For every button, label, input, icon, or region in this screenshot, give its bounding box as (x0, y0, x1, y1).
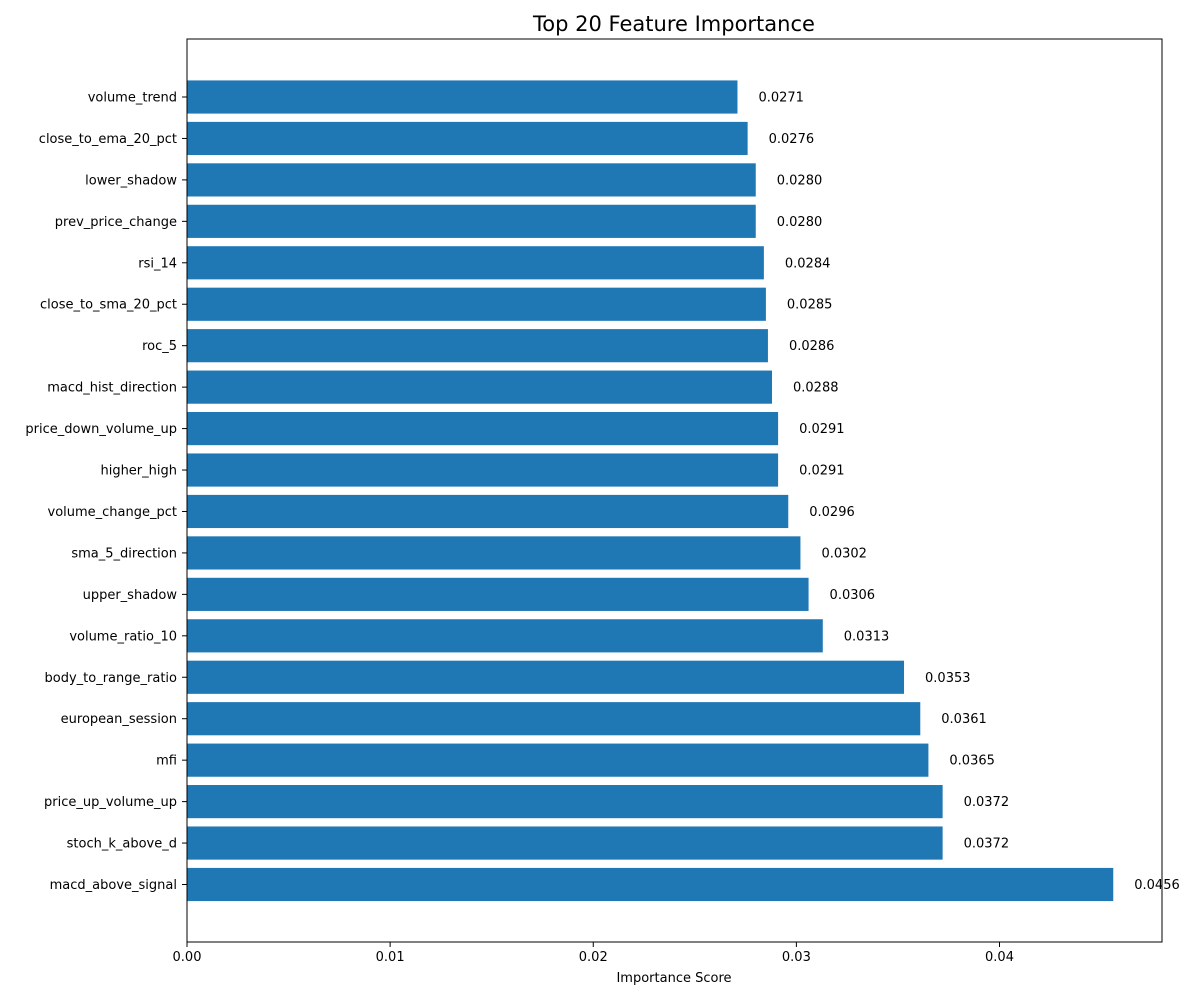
bar-close-to-ema-20-pct (187, 121, 748, 156)
value-label-lower-shadow: 0.0280 (777, 173, 823, 188)
x-axis-label: Importance Score (616, 971, 731, 986)
bar-macd-above-signal (187, 867, 1114, 902)
plot-frame (186, 38, 1163, 943)
bar-volume-trend (187, 80, 738, 114)
y-tick-label-close-to-sma-20-pct: close_to_sma_20_pct (40, 298, 177, 313)
bar-stoch-k-above-d (187, 826, 943, 860)
bar-close-to-sma-20-pct (187, 287, 766, 321)
bar-price-down-volume-up (187, 412, 779, 446)
value-label-prev-price-change: 0.0280 (777, 215, 823, 230)
value-label-close-to-ema-20-pct: 0.0276 (769, 132, 815, 147)
value-label-price-down-volume-up: 0.0291 (799, 422, 845, 437)
value-label-macd-hist-direction: 0.0288 (793, 381, 839, 396)
y-axis: volume_trend close_to_ema_20_pct lower_sha… (25, 91, 187, 893)
bar-body-to-range-ratio (187, 660, 905, 694)
value-label-higher-high: 0.0291 (799, 464, 845, 479)
y-tick-label-roc-5: roc_5 (142, 339, 177, 354)
y-tick-label-lower-shadow: lower_shadow (85, 173, 177, 188)
x-tick-label-1: 0.01 (376, 950, 405, 965)
bar-upper-shadow (187, 577, 809, 611)
x-tick-label-4: 0.04 (985, 950, 1014, 965)
y-tick-label-stoch-k-above-d: stoch_k_above_d (67, 837, 177, 852)
y-tick-label-mfi: mfi (156, 754, 177, 769)
bar-prev-price-change (187, 204, 756, 238)
x-tick-label-2: 0.02 (579, 950, 608, 965)
y-tick-label-volume-trend: volume_trend (88, 91, 177, 106)
bar-mfi (187, 743, 929, 777)
value-label-volume-change-pct: 0.0296 (809, 505, 855, 520)
bar-volume-change-pct (187, 494, 789, 529)
bar-higher-high (187, 453, 779, 487)
value-label-upper-shadow: 0.0306 (830, 588, 876, 603)
value-label-body-to-range-ratio: 0.0353 (925, 671, 971, 686)
value-label-price-up-volume-up: 0.0372 (964, 795, 1010, 810)
y-tick-label-upper-shadow: upper_shadow (83, 588, 178, 603)
y-tick-label-price-down-volume-up: price_down_volume_up (25, 422, 177, 437)
value-label-rsi-14: 0.0284 (785, 256, 831, 271)
value-label-stoch-k-above-d: 0.0372 (964, 837, 1010, 852)
bar-sma-5-direction (187, 536, 801, 570)
y-tick-label-rsi-14: rsi_14 (138, 256, 177, 271)
bar-lower-shadow (187, 163, 756, 197)
y-tick-label-european-session: european_session (61, 712, 177, 727)
bar-price-up-volume-up (187, 785, 943, 819)
value-label-macd-above-signal: 0.0456 (1134, 878, 1180, 893)
y-tick-label-sma-5-direction: sma_5_direction (71, 546, 177, 561)
bar-rsi-14 (187, 246, 764, 280)
value-label-mfi: 0.0365 (949, 754, 995, 769)
y-tick-label-macd-above-signal: macd_above_signal (50, 878, 177, 893)
value-label-volume-trend: 0.0271 (758, 91, 804, 106)
y-tick-label-higher-high: higher_high (100, 464, 177, 479)
x-tick-label-3: 0.03 (782, 950, 811, 965)
x-tick-label-0: 0.00 (173, 950, 202, 965)
bar-roc-5 (187, 329, 768, 363)
y-tick-label-price-up-volume-up: price_up_volume_up (44, 795, 177, 810)
y-tick-label-macd-hist-direction: macd_hist_direction (47, 381, 177, 396)
value-label-volume-ratio-10: 0.0313 (844, 629, 890, 644)
y-tick-label-volume-change-pct: volume_change_pct (48, 505, 178, 520)
value-label-roc-5: 0.0286 (789, 339, 835, 354)
value-label-european-session: 0.0361 (941, 712, 987, 727)
y-tick-label-prev-price-change: prev_price_change (55, 215, 177, 230)
y-tick-label-volume-ratio-10: volume_ratio_10 (69, 629, 177, 644)
value-label-sma-5-direction: 0.0302 (821, 546, 867, 561)
bars-layer (187, 80, 1114, 902)
x-axis: 0.00 0.01 0.02 0.03 0.04 (173, 942, 1014, 965)
value-labels-layer: 0.0271 0.0276 0.0280 0.0280 0.0284 0.0285 0.02… (758, 91, 1179, 894)
bar-volume-ratio-10 (187, 619, 823, 653)
value-label-close-to-sma-20-pct: 0.0285 (787, 298, 833, 313)
chart-title: Top 20 Feature Importance (532, 12, 815, 36)
y-tick-label-body-to-range-ratio: body_to_range_ratio (45, 671, 178, 686)
y-tick-label-close-to-ema-20-pct: close_to_ema_20_pct (39, 132, 177, 147)
bar-european-session (187, 702, 921, 736)
bar-macd-hist-direction (187, 370, 772, 404)
